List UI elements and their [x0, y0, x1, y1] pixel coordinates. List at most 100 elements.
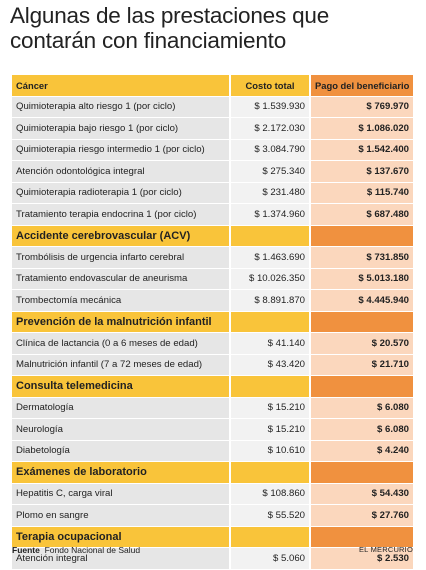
section-title: Prevención de la malnutrición infantil [12, 311, 231, 333]
table-row: Trombectomía mecánica $ 8.891.870 $ 4.445.… [12, 289, 413, 312]
section-title: Cáncer [12, 75, 231, 97]
row-costo-total: $ 10.610 [230, 440, 311, 462]
table-row: Trombólisis de urgencia infarto cerebral… [12, 246, 413, 269]
row-costo-total: $ 15.210 [230, 397, 311, 419]
row-label: Tratamiento endovascular de aneurisma [12, 268, 231, 290]
row-pago-beneficiario: $ 731.850 [310, 246, 413, 269]
benefits-table-body: Cáncer Costo total Pago del beneficiario Qu… [12, 75, 413, 570]
table-row: Clínica de lactancia (0 a 6 meses de eda… [12, 332, 413, 355]
row-pago-beneficiario: $ 5.013.180 [310, 268, 413, 290]
row-pago-beneficiario: $ 2.530 [310, 547, 413, 570]
column-header-pago: Pago del beneficiario [310, 75, 413, 97]
row-pago-beneficiario: $ 54.430 [310, 483, 413, 505]
row-label: Trombólisis de urgencia infarto cerebral [12, 246, 231, 269]
row-label: Plomo en sangre [12, 504, 231, 527]
row-pago-beneficiario: $ 6.080 [310, 418, 413, 441]
table-row: Quimioterapia radioterapia 1 (por ciclo)… [12, 182, 413, 204]
row-label: Neurología [12, 418, 231, 441]
row-costo-total: $ 1.374.960 [230, 203, 311, 226]
section-header-spacer [230, 461, 311, 484]
table-row: Malnutrición infantil (7 a 72 meses de e… [12, 354, 413, 376]
section-header-spacer [310, 461, 413, 484]
row-pago-beneficiario: $ 1.542.400 [310, 139, 413, 161]
table-row: Tratamiento terapia endocrina 1 (por cic… [12, 203, 413, 226]
benefits-table: Cáncer Costo total Pago del beneficiario Qu… [12, 75, 413, 570]
row-label: Dermatología [12, 397, 231, 419]
table-row: Atención integral $ 5.060 $ 2.530 [12, 547, 413, 570]
column-header-costo: Costo total [230, 75, 311, 97]
table-row: Quimioterapia alto riesgo 1 (por ciclo) $… [12, 96, 413, 118]
chart-title-line-1: Algunas de las prestaciones que [10, 3, 330, 28]
table-row: Diabetología $ 10.610 $ 4.240 [12, 440, 413, 462]
row-costo-total: $ 1.539.930 [230, 96, 311, 118]
table-row: Hepatitis C, carga viral $ 108.860 $ 54.43… [12, 483, 413, 505]
row-pago-beneficiario: $ 137.670 [310, 160, 413, 183]
row-costo-total: $ 108.860 [230, 483, 311, 505]
section-header-row: Prevención de la malnutrición infantil [12, 311, 413, 333]
source-label: Fuente [12, 545, 40, 555]
row-costo-total: $ 275.340 [230, 160, 311, 183]
row-costo-total: $ 3.084.790 [230, 139, 311, 161]
row-costo-total: $ 41.140 [230, 332, 311, 355]
row-label: Atención integral [12, 547, 231, 570]
section-header-spacer [310, 375, 413, 398]
chart-title: Algunas de las prestaciones que contarán… [10, 3, 420, 53]
section-header-spacer [310, 225, 413, 247]
section-header-spacer [310, 526, 413, 548]
row-costo-total: $ 5.060 [230, 547, 311, 570]
section-header-row: Cáncer Costo total Pago del beneficiario [12, 75, 413, 97]
section-header-spacer [230, 225, 311, 247]
section-header-spacer [310, 311, 413, 333]
table-row: Plomo en sangre $ 55.520 $ 27.760 [12, 504, 413, 527]
publisher-credit: EL MERCURIO [358, 545, 413, 554]
section-header-row: Consulta telemedicina [12, 375, 413, 398]
row-label: Trombectomía mecánica [12, 289, 231, 312]
table-row: Atención odontológica integral $ 275.340 $… [12, 160, 413, 183]
row-costo-total: $ 43.420 [230, 354, 311, 376]
row-pago-beneficiario: $ 21.710 [310, 354, 413, 376]
section-title: Accidente cerebrovascular (ACV) [12, 225, 231, 247]
row-costo-total: $ 2.172.030 [230, 117, 311, 140]
section-title: Terapia ocupacional [12, 526, 231, 548]
row-pago-beneficiario: $ 27.760 [310, 504, 413, 527]
table-row: Dermatología $ 15.210 $ 6.080 [12, 397, 413, 419]
row-label: Quimioterapia alto riesgo 1 (por ciclo) [12, 96, 231, 118]
table-row: Tratamiento endovascular de aneurisma $ 1… [12, 268, 413, 290]
row-costo-total: $ 55.520 [230, 504, 311, 527]
row-label: Tratamiento terapia endocrina 1 (por cic… [12, 203, 231, 226]
row-label: Clínica de lactancia (0 a 6 meses de eda… [12, 332, 231, 355]
section-header-spacer [230, 311, 311, 333]
section-header-row: Exámenes de laboratorio [12, 461, 413, 484]
section-header-row: Terapia ocupacional [12, 526, 413, 548]
row-costo-total: $ 15.210 [230, 418, 311, 441]
table-row: Quimioterapia riesgo intermedio 1 (por c… [12, 139, 413, 161]
section-header-spacer [230, 526, 311, 548]
row-pago-beneficiario: $ 4.240 [310, 440, 413, 462]
row-pago-beneficiario: $ 20.570 [310, 332, 413, 355]
row-label: Malnutrición infantil (7 a 72 meses de e… [12, 354, 231, 376]
row-label: Diabetología [12, 440, 231, 462]
section-header-row: Accidente cerebrovascular (ACV) [12, 225, 413, 247]
row-pago-beneficiario: $ 115.740 [310, 182, 413, 204]
row-costo-total: $ 231.480 [230, 182, 311, 204]
row-pago-beneficiario: $ 4.445.940 [310, 289, 413, 312]
section-title: Exámenes de laboratorio [12, 461, 231, 484]
section-header-spacer [230, 375, 311, 398]
row-pago-beneficiario: $ 1.086.020 [310, 117, 413, 140]
footer: Fuente Fondo Nacional de Salud EL MERCUR… [12, 545, 413, 555]
row-pago-beneficiario: $ 687.480 [310, 203, 413, 226]
row-pago-beneficiario: $ 6.080 [310, 397, 413, 419]
row-label: Quimioterapia riesgo intermedio 1 (por c… [12, 139, 231, 161]
chart-title-line-2: contarán con financiamiento [10, 28, 287, 53]
row-label: Atención odontológica integral [12, 160, 231, 183]
row-label: Quimioterapia bajo riesgo 1 (por ciclo) [12, 117, 231, 140]
source-text: Fondo Nacional de Salud [44, 545, 141, 555]
section-title: Consulta telemedicina [12, 375, 231, 398]
row-costo-total: $ 1.463.690 [230, 246, 311, 269]
row-label: Hepatitis C, carga viral [12, 483, 231, 505]
table-row: Quimioterapia bajo riesgo 1 (por ciclo) $… [12, 117, 413, 140]
row-label: Quimioterapia radioterapia 1 (por ciclo) [12, 182, 231, 204]
table-row: Neurología $ 15.210 $ 6.080 [12, 418, 413, 441]
row-costo-total: $ 8.891.870 [230, 289, 311, 312]
